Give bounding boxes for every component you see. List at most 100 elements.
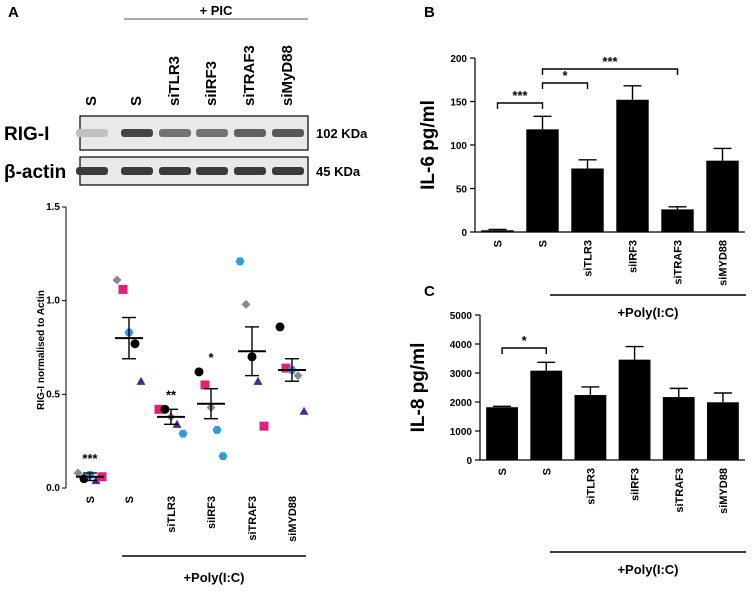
scatter-y-label: RIG-I normalised to Actin	[36, 290, 47, 410]
blot-band	[159, 167, 191, 175]
scatter-point	[275, 322, 285, 332]
blot-band	[196, 129, 228, 137]
il8-y-tick-label: 5000	[450, 311, 473, 322]
il6-bar	[526, 129, 559, 232]
il8-bar	[530, 370, 563, 460]
il8-y-tick-label: 0	[466, 456, 472, 467]
blot-band	[234, 167, 266, 175]
il8-category-label: siMYD88	[718, 468, 730, 514]
blot-lane-label: S	[128, 96, 145, 106]
blot-band	[121, 129, 153, 137]
il6-y-tick-label: 100	[450, 141, 467, 152]
panel-a-label: A	[8, 4, 19, 21]
blot-lane-label: siMyD88	[279, 45, 296, 106]
scatter-significance: ***	[82, 451, 98, 466]
il8-y-tick-label: 2000	[450, 398, 473, 409]
scatter-category-label: S	[124, 496, 136, 503]
scatter-point	[259, 421, 269, 431]
blot-lane-label: siTRAF3	[241, 45, 258, 106]
scatter-treatment-label: +Poly(I:C)	[183, 570, 244, 585]
blot-treatment-label: + PIC	[200, 3, 233, 18]
scatter-y-tick-label: 0.5	[46, 389, 60, 400]
blot-box	[79, 156, 309, 186]
scatter-category-label: siTRAF3	[247, 496, 259, 541]
scatter-category-label: siTLR3	[166, 496, 178, 533]
il8-y-tick-label: 3000	[450, 369, 473, 380]
blot-lane-label: siIRF3	[203, 61, 220, 106]
blot-band	[76, 167, 108, 175]
scatter-point	[299, 406, 309, 415]
il6-panel-label: B	[424, 4, 435, 21]
il6-sig-label: *	[562, 68, 568, 83]
il6-category-label: siIRF3	[628, 240, 640, 273]
scatter-point	[112, 275, 122, 285]
il6-bar	[661, 209, 694, 232]
scatter-point	[293, 371, 303, 381]
scatter-point	[178, 429, 188, 438]
il6-category-label: S	[538, 240, 550, 247]
il8-category-label: S	[541, 468, 553, 475]
blot-band	[272, 167, 304, 175]
il8-bar	[486, 407, 518, 460]
il6-y-label: IL-6 pg/ml	[418, 100, 439, 190]
il6-bar	[571, 168, 604, 232]
il6-category-label: siTLR3	[583, 240, 595, 277]
il6-sig-label: ***	[602, 54, 618, 69]
blot-kda-label: 45 KDa	[316, 164, 361, 179]
scatter-point	[212, 426, 222, 434]
scatter-point	[136, 376, 146, 385]
scatter-point	[200, 380, 210, 390]
il8-sig-label: *	[522, 333, 528, 348]
scatter-category-label: siIRF3	[206, 496, 218, 529]
il8-category-label: siIRF3	[630, 468, 642, 501]
il6-treatment-label: +Poly(I:C)	[617, 305, 678, 320]
il8-treatment-label: +Poly(I:C)	[617, 562, 678, 577]
scatter-y-tick-label: 1.5	[46, 202, 60, 213]
il6-category-label: siMYD88	[718, 240, 730, 286]
il8-y-tick-label: 4000	[450, 340, 473, 351]
il6-sig-bracket	[496, 102, 544, 109]
il6-bar	[616, 99, 649, 232]
scatter-point	[73, 468, 83, 478]
scatter-y-tick-label: 1.0	[46, 296, 60, 307]
scatter-significance: *	[208, 350, 214, 365]
il6-y-tick-label: 200	[450, 54, 467, 65]
il8-panel-label: C	[424, 283, 435, 300]
blot-protein-label: β-actin	[4, 162, 66, 183]
il8-sig-bracket	[501, 347, 547, 354]
il6-category-label: siTRAF3	[673, 240, 685, 285]
scatter-point	[281, 363, 291, 373]
blot-band	[196, 167, 228, 175]
scatter-point	[130, 339, 140, 349]
il6-y-tick-label: 150	[450, 98, 467, 109]
scatter-category-label: S	[85, 496, 97, 503]
blot-band	[76, 129, 108, 137]
scatter-point	[241, 299, 251, 309]
scatter-point	[253, 376, 263, 385]
il6-category-label: S	[493, 240, 505, 247]
il8-y-tick-label: 1000	[450, 427, 473, 438]
blot-band	[121, 167, 153, 175]
il8-bar	[662, 397, 695, 460]
il8-y-label: IL-8 pg/ml	[408, 343, 429, 433]
blot-band	[234, 129, 266, 137]
il6-bar	[481, 230, 514, 232]
scatter-point	[118, 284, 128, 294]
il8-bar	[574, 395, 607, 460]
scatter-point	[235, 257, 245, 266]
il6-sig-label: ***	[512, 88, 528, 103]
blot-protein-label: RIG-I	[4, 124, 49, 145]
il8-category-label: siTLR3	[585, 468, 597, 505]
blot-lane-label: S	[83, 96, 100, 106]
il6-bar	[706, 160, 739, 232]
blot-lane-label: siTLR3	[166, 56, 183, 106]
blot-band	[159, 129, 191, 137]
il6-sig-bracket	[541, 82, 589, 89]
scatter-point	[218, 452, 228, 461]
blot-band	[272, 129, 304, 137]
il6-y-tick-label: 0	[461, 228, 467, 239]
scatter-y-tick-label: 0.0	[46, 483, 60, 494]
blot-kda-label: 102 KDa	[316, 126, 368, 141]
